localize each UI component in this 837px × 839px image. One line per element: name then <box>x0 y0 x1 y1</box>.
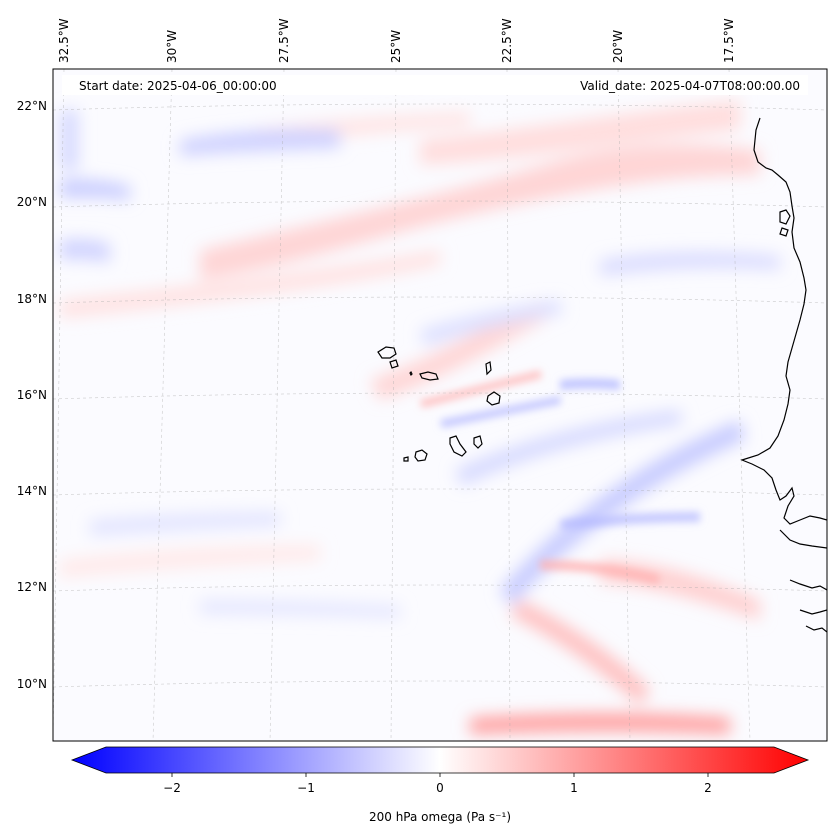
colorbar-tick-label: 1 <box>570 781 578 795</box>
map-panel <box>52 68 828 742</box>
omega-field <box>60 100 780 734</box>
lat-tick-label: 10°N <box>17 677 47 691</box>
colorbar-tick-label: 0 <box>436 781 444 795</box>
lon-tick-label: 32.5°W <box>57 18 71 63</box>
lat-tick-label: 20°N <box>17 195 47 209</box>
colorbar-tick-label: −1 <box>297 781 315 795</box>
colorbar: −2 −1 0 1 2 200 hPa omega (Pa s⁻¹) <box>70 746 810 824</box>
lon-tick-label: 30°W <box>165 30 179 63</box>
valid-date-label: Valid_date: 2025-04-07T08:00:00.00 <box>580 79 800 93</box>
colorbar-tick-label: −2 <box>163 781 181 795</box>
latitude-ticks: 22°N 20°N 18°N 16°N 14°N 12°N 10°N <box>17 99 47 691</box>
lat-tick-label: 16°N <box>17 388 47 402</box>
gridlines <box>53 69 827 741</box>
cape-verde-islands <box>377 346 501 462</box>
lat-tick-label: 14°N <box>17 484 47 498</box>
colorbar-ramp <box>70 746 810 774</box>
lon-tick-label: 22.5°W <box>500 18 514 63</box>
lat-tick-label: 22°N <box>17 99 47 113</box>
start-date-label: Start date: 2025-04-06_00:00:00 <box>79 79 277 93</box>
lat-tick-label: 12°N <box>17 580 47 594</box>
lon-tick-label: 27.5°W <box>277 18 291 63</box>
colorbar-tick-label: 2 <box>704 781 712 795</box>
lon-tick-label: 20°W <box>611 30 625 63</box>
lat-tick-label: 18°N <box>17 292 47 306</box>
lon-tick-label: 17.5°W <box>722 18 736 63</box>
omega-field-fine <box>420 370 700 585</box>
date-header: Start date: 2025-04-06_00:00:00 Valid_da… <box>62 75 808 95</box>
colorbar-label: 200 hPa omega (Pa s⁻¹) <box>369 810 511 824</box>
longitude-ticks: 32.5°W 30°W 27.5°W 25°W 22.5°W 20°W 17.5… <box>57 18 736 63</box>
coastline <box>740 117 827 633</box>
lon-tick-label: 25°W <box>389 30 403 63</box>
